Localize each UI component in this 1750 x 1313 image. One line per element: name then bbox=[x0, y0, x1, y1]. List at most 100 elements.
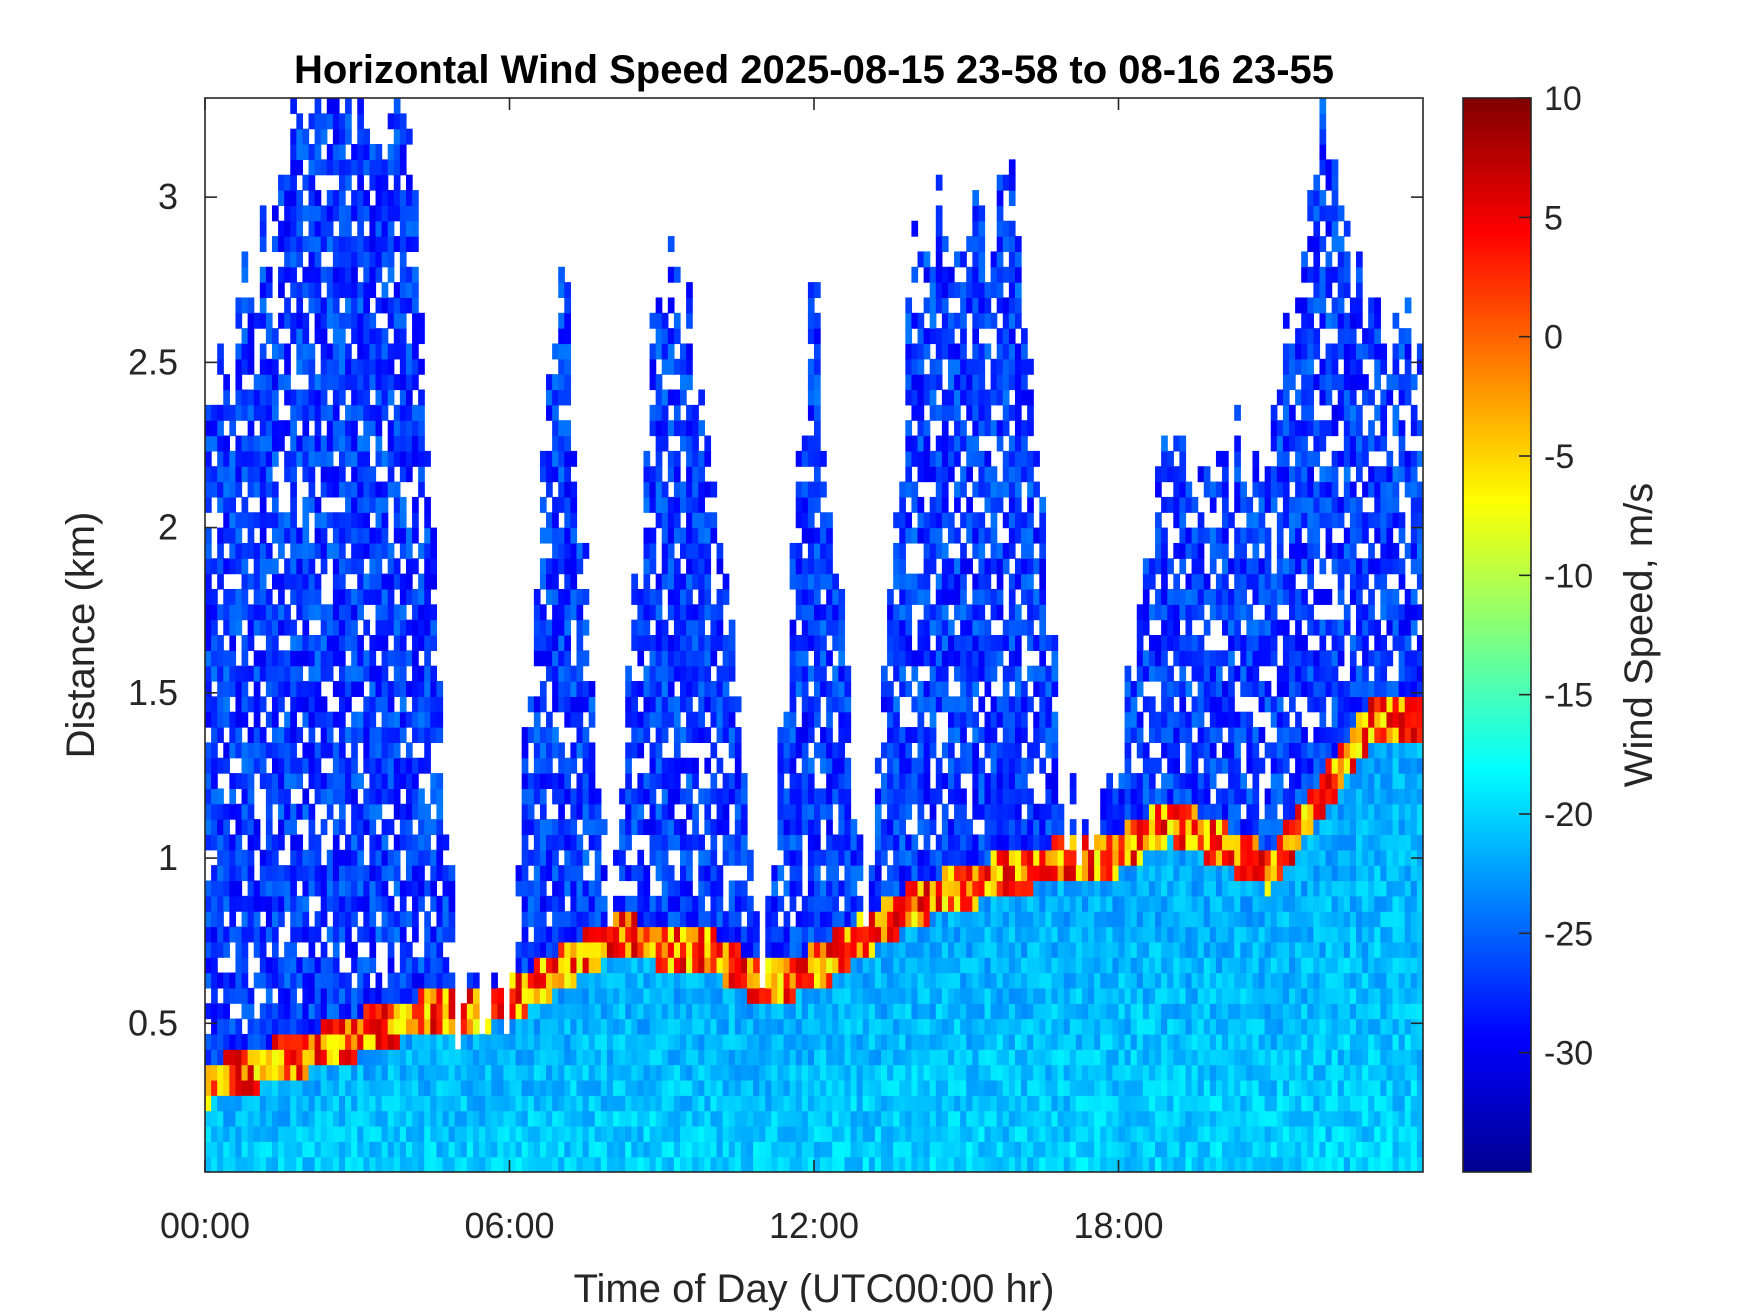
heatmap-cell bbox=[655, 865, 663, 882]
heatmap-cell bbox=[430, 573, 438, 590]
heatmap-cell bbox=[357, 972, 364, 989]
heatmap-cell bbox=[734, 727, 742, 743]
heatmap-cell bbox=[271, 757, 279, 774]
heatmap-cell bbox=[393, 190, 401, 206]
heatmap-cell bbox=[832, 895, 839, 912]
heatmap-cell bbox=[387, 312, 395, 329]
heatmap-cell bbox=[698, 1033, 705, 1050]
heatmap-cell bbox=[576, 1156, 584, 1172]
heatmap-cell bbox=[862, 1064, 870, 1081]
heatmap-cell bbox=[826, 895, 833, 912]
heatmap-cell bbox=[814, 834, 821, 851]
heatmap-cell bbox=[783, 788, 791, 805]
heatmap-cell bbox=[381, 926, 389, 943]
heatmap-cell bbox=[686, 880, 693, 897]
heatmap-cell bbox=[430, 1095, 438, 1112]
heatmap-cell bbox=[338, 1064, 346, 1081]
heatmap-cell bbox=[716, 803, 724, 820]
heatmap-cell bbox=[649, 1156, 657, 1172]
heatmap-cell bbox=[418, 635, 425, 651]
heatmap-cell bbox=[515, 1125, 523, 1142]
heatmap-cell bbox=[649, 1049, 657, 1066]
heatmap-cell bbox=[820, 512, 827, 529]
heatmap-cell bbox=[284, 681, 291, 697]
heatmap-cell bbox=[479, 1156, 486, 1172]
heatmap-cell bbox=[363, 1156, 371, 1172]
heatmap-cell bbox=[649, 819, 657, 836]
heatmap-cell bbox=[710, 604, 718, 621]
heatmap-cell bbox=[966, 834, 973, 851]
heatmap-cell bbox=[369, 895, 377, 912]
heatmap-cell bbox=[643, 1141, 651, 1158]
heatmap-cell bbox=[235, 374, 243, 391]
heatmap-cell bbox=[405, 297, 413, 314]
heatmap-cell bbox=[935, 1125, 943, 1142]
heatmap-cell bbox=[606, 1049, 614, 1066]
heatmap-cell bbox=[966, 941, 973, 958]
heatmap-cell bbox=[491, 1018, 498, 1035]
heatmap-cell bbox=[308, 1064, 316, 1081]
heatmap-cell bbox=[418, 420, 425, 437]
heatmap-cell bbox=[448, 1033, 456, 1050]
heatmap-cell bbox=[564, 865, 571, 882]
heatmap-cell bbox=[552, 650, 559, 667]
heatmap-cell bbox=[265, 1018, 273, 1035]
heatmap-cell bbox=[905, 374, 913, 391]
heatmap-cell bbox=[887, 773, 894, 790]
heatmap-cell bbox=[929, 1095, 937, 1112]
heatmap-cell bbox=[539, 865, 547, 882]
heatmap-cell bbox=[527, 773, 535, 790]
heatmap-cell bbox=[235, 435, 243, 452]
heatmap-cell bbox=[594, 865, 602, 882]
heatmap-cell bbox=[436, 911, 444, 928]
heatmap-cell bbox=[789, 987, 797, 1004]
heatmap-cell bbox=[332, 711, 340, 728]
heatmap-cell bbox=[527, 957, 535, 974]
heatmap-cell bbox=[686, 1095, 693, 1112]
heatmap-cell bbox=[533, 1018, 541, 1035]
heatmap-cell bbox=[521, 773, 529, 790]
heatmap-cell bbox=[393, 635, 401, 651]
heatmap-cell bbox=[838, 1018, 846, 1035]
heatmap-cell bbox=[704, 1049, 712, 1066]
heatmap-cell bbox=[381, 174, 389, 191]
heatmap-cell bbox=[917, 389, 925, 406]
heatmap-cell bbox=[399, 773, 407, 790]
heatmap-cell bbox=[631, 1033, 638, 1050]
heatmap-cell bbox=[673, 1079, 681, 1096]
heatmap-cell bbox=[686, 1141, 693, 1158]
heatmap-cell bbox=[917, 803, 925, 820]
heatmap-cell bbox=[814, 1156, 821, 1172]
heatmap-cell bbox=[546, 650, 553, 667]
heatmap-cell bbox=[235, 773, 243, 790]
heatmap-cell bbox=[546, 941, 553, 958]
heatmap-cell bbox=[296, 926, 304, 943]
heatmap-cell bbox=[338, 604, 346, 621]
heatmap-cell bbox=[466, 1003, 474, 1020]
heatmap-cell bbox=[564, 573, 571, 590]
heatmap-cell bbox=[570, 803, 578, 820]
heatmap-cell bbox=[345, 297, 352, 314]
heatmap-cell bbox=[680, 635, 687, 651]
heatmap-cell bbox=[399, 542, 407, 559]
heatmap-cell bbox=[320, 389, 328, 406]
heatmap-cell bbox=[954, 558, 961, 575]
heatmap-cell bbox=[740, 834, 748, 851]
heatmap-cell bbox=[710, 911, 718, 928]
heatmap-cell bbox=[387, 481, 395, 498]
heatmap-cell bbox=[381, 1003, 389, 1020]
heatmap-cell bbox=[552, 343, 559, 360]
heatmap-cell bbox=[271, 619, 279, 636]
heatmap-cell bbox=[673, 635, 681, 651]
heatmap-cell bbox=[576, 773, 584, 790]
heatmap-cell bbox=[783, 819, 791, 836]
heatmap-cell bbox=[673, 466, 681, 483]
heatmap-cell bbox=[302, 435, 310, 452]
heatmap-cell bbox=[704, 1125, 712, 1142]
heatmap-cell bbox=[314, 1156, 322, 1172]
heatmap-cell bbox=[448, 926, 456, 943]
heatmap-cell bbox=[972, 374, 980, 391]
heatmap-cell bbox=[637, 773, 645, 790]
heatmap-cell bbox=[704, 1156, 712, 1172]
heatmap-cell bbox=[686, 1003, 693, 1020]
